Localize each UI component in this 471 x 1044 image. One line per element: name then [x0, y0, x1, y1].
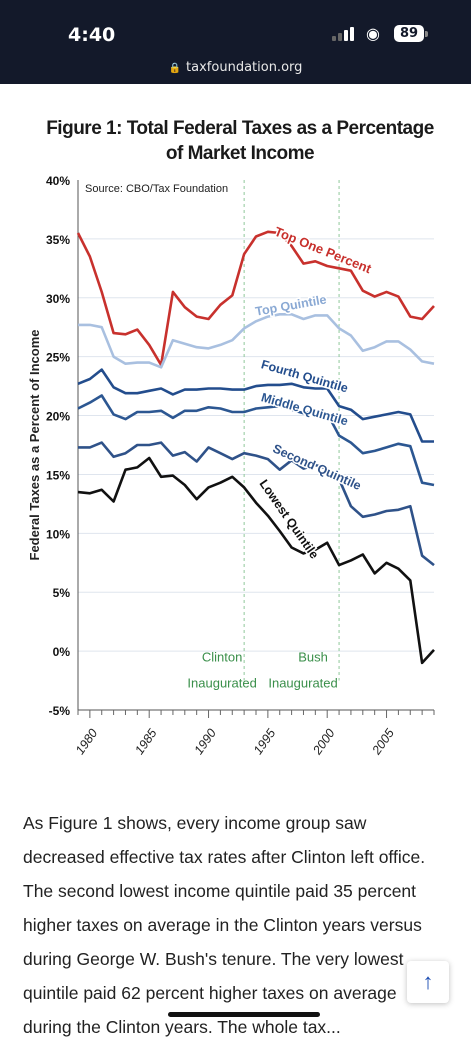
clock: 4:40 [68, 24, 116, 46]
y-tick-label: 40% [46, 174, 70, 188]
x-tick-label: 1980 [73, 726, 100, 757]
figure-title-line2: of Market Income [165, 143, 315, 164]
series-line-top-quintile [78, 313, 435, 369]
url-text: taxfoundation.org [186, 60, 303, 75]
scroll-to-top-button[interactable]: ↑ [407, 961, 449, 1003]
figure-title: Figure 1: Total Federal Taxes as a Perce… [20, 116, 460, 166]
x-tick-label: 1985 [132, 726, 159, 757]
x-tick-label: 2005 [369, 726, 397, 758]
battery-icon: 89 [394, 25, 424, 42]
series-label-lowest-quintile: Lowest Quintile [257, 477, 322, 561]
lock-icon: 🔒 [168, 63, 182, 74]
y-axis-title: Federal Taxes as a Percent of Income [27, 330, 42, 561]
y-tick-label: 5% [53, 586, 71, 600]
annotation-line2: Inaugurated [268, 676, 337, 691]
series-label-top-one-percent: Top One Percent [272, 224, 374, 277]
series-label-middle-quintile: Middle Quintile [260, 390, 350, 428]
series-line-lowest-quintile [77, 456, 435, 665]
article-paragraph: As Figure 1 shows, every income group sa… [23, 813, 426, 1037]
series-line-second-quintile [78, 441, 435, 567]
arrow-up-icon: ↑ [422, 969, 434, 994]
series-line-top-one-percent [76, 230, 435, 367]
wifi-icon: ◉ [366, 26, 380, 43]
y-tick-label: 25% [46, 351, 70, 365]
battery-nub [425, 31, 428, 37]
annotation-line1: Bush [298, 650, 328, 665]
y-tick-label: 0% [53, 645, 71, 659]
figure-title-line1: Figure 1: Total Federal Taxes as a Perce… [46, 118, 434, 139]
y-tick-label: 35% [46, 233, 70, 247]
series-line-fourth-quintile [77, 368, 434, 443]
y-tick-label: 30% [46, 292, 70, 306]
x-tick-label: 1990 [192, 726, 219, 757]
axes: 40% 35% 30% 25% 20% 15% 10% 5% 0% -5%1980 1985 1990… [27, 174, 435, 758]
annotations: Clinton Inaugurated Bush Inaugurated [187, 180, 340, 691]
x-tick-label: 2000 [310, 726, 338, 758]
annotation-line2: Inaugurated [187, 676, 256, 691]
signal-icon [332, 27, 356, 41]
chart-source: Source: CBO/Tax Foundation [85, 183, 228, 195]
annotation-line1: Clinton [202, 650, 242, 665]
line-chart: Clinton Inaugurated Bush Inaugurated 40% 35%… [27, 174, 435, 758]
status-bar: 4:40 ◉ 89 🔒 taxfoundation.org [0, 0, 471, 84]
series-lines [76, 230, 435, 665]
x-tick-label: 1995 [251, 726, 278, 757]
y-tick-label: 15% [46, 468, 70, 482]
y-tick-label: 10% [46, 527, 70, 541]
series-label-fourth-quintile: Fourth Quintile [260, 357, 350, 395]
y-tick-label: -5% [49, 704, 71, 718]
y-tick-label: 20% [46, 410, 70, 424]
series-line-middle-quintile [77, 394, 435, 487]
home-indicator [168, 1012, 320, 1017]
url-bar[interactable]: 🔒 taxfoundation.org [0, 60, 471, 75]
